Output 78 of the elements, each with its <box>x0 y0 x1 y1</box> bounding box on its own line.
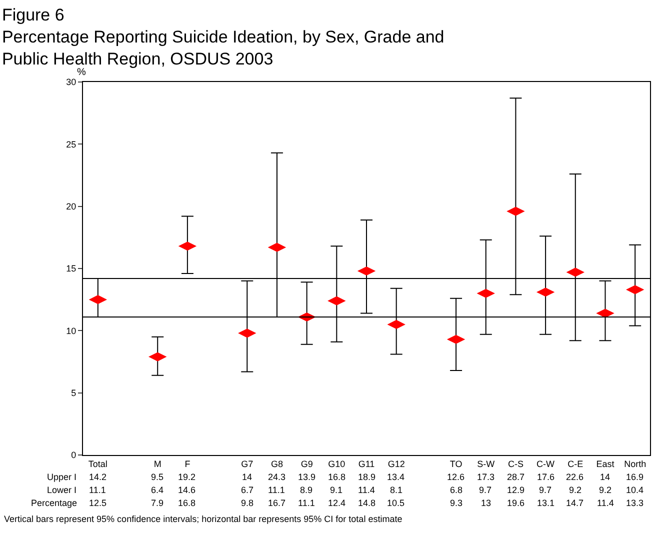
data-label: 19.6 <box>507 498 525 508</box>
text: Lower I <box>47 485 77 495</box>
y-tick-label: 10 <box>66 326 76 336</box>
y-tick-label: 15 <box>66 264 76 274</box>
text: 16.9 <box>626 472 644 482</box>
text: 9.1 <box>330 485 343 495</box>
text: Vertical bars represent 95% confidence intervals; horizontal bar represents 95% CI for total estimate <box>4 514 402 524</box>
text: 14.2 <box>89 472 107 482</box>
data-label: 9.3 <box>450 498 463 508</box>
text: 6.8 <box>450 485 463 495</box>
x-tick-label: C-E <box>568 458 584 469</box>
y-tick-label: 0 <box>71 450 76 460</box>
text: 11.1 <box>268 485 285 495</box>
text: 13.9 <box>298 472 316 482</box>
x-tick-label: G12 <box>388 458 405 469</box>
chart-subtitle: Percentage Reporting Suicide Ideation, by Sex, Grade and Public Health Region, OSDUS 2003 <box>2 28 444 69</box>
data-label: 7.9 <box>151 498 164 508</box>
text: 9.7 <box>539 485 552 495</box>
data-label: 16.7 <box>268 498 286 508</box>
data-label: 10.5 <box>387 498 405 508</box>
text: 14 <box>242 472 252 482</box>
text: 6.7 <box>241 485 254 495</box>
chart-title: Figure 6 <box>2 6 64 25</box>
x-tick-label: G9 <box>300 458 313 469</box>
text: 17.3 <box>477 472 495 482</box>
text: 9.2 <box>599 485 612 495</box>
text: Percentage <box>31 498 78 508</box>
y-tick-label: 20 <box>66 201 76 212</box>
data-label: 16.8 <box>178 498 196 508</box>
x-tick-label: C-W <box>536 458 556 469</box>
x-tick-label: Total <box>88 458 108 469</box>
text: 6.4 <box>151 485 164 495</box>
text: Upper I <box>47 472 77 482</box>
data-label: 13.3 <box>626 498 644 508</box>
data-label: 12.4 <box>328 498 346 508</box>
text: 18.9 <box>358 472 376 482</box>
text: 12.6 <box>447 472 465 482</box>
x-tick-label: G10 <box>328 458 346 469</box>
text: 8.9 <box>300 485 313 495</box>
x-tick-label: G7 <box>241 458 254 469</box>
text: 22.6 <box>566 472 584 482</box>
text: 12.9 <box>507 485 525 495</box>
data-label: 14.8 <box>358 498 376 508</box>
text: 10.4 <box>626 485 644 495</box>
y-tick-label: 30 <box>66 77 76 88</box>
text: 14.6 <box>178 485 196 495</box>
text: 16.8 <box>328 472 346 482</box>
text: 9.2 <box>569 485 582 495</box>
y-tick-label: 5 <box>71 388 76 398</box>
text: 19.2 <box>178 472 196 482</box>
x-tick-label: East <box>596 458 615 469</box>
text: 17.6 <box>537 472 555 482</box>
x-tick-label: TO <box>450 458 462 469</box>
data-label: 13 <box>481 498 492 508</box>
data-label: 11.1 <box>298 498 315 508</box>
x-tick-label: F <box>184 458 191 469</box>
x-tick-label: G11 <box>358 458 375 469</box>
y-axis-title: % <box>77 67 86 78</box>
text: 11.4 <box>358 485 375 495</box>
data-label: 9.8 <box>241 498 254 508</box>
x-tick-label: North <box>624 458 646 469</box>
text: 9.5 <box>151 472 164 482</box>
data-label: 12.5 <box>89 498 107 508</box>
text: 11.1 <box>89 485 106 495</box>
text: 14 <box>600 472 610 482</box>
text: 13.4 <box>387 472 405 482</box>
text: 8.1 <box>390 485 403 495</box>
x-tick-label: M <box>154 458 162 469</box>
data-label: 13.1 <box>537 498 555 508</box>
text: 28.7 <box>507 472 525 482</box>
text: 9.7 <box>479 485 492 495</box>
y-tick-label: 25 <box>66 139 76 150</box>
text: 24.3 <box>268 472 286 482</box>
x-tick-label: C-S <box>508 458 524 469</box>
x-tick-label: S-W <box>477 458 496 469</box>
x-tick-label: G8 <box>270 458 283 469</box>
data-label: 14.7 <box>566 498 584 508</box>
data-label: 11.4 <box>597 498 614 508</box>
